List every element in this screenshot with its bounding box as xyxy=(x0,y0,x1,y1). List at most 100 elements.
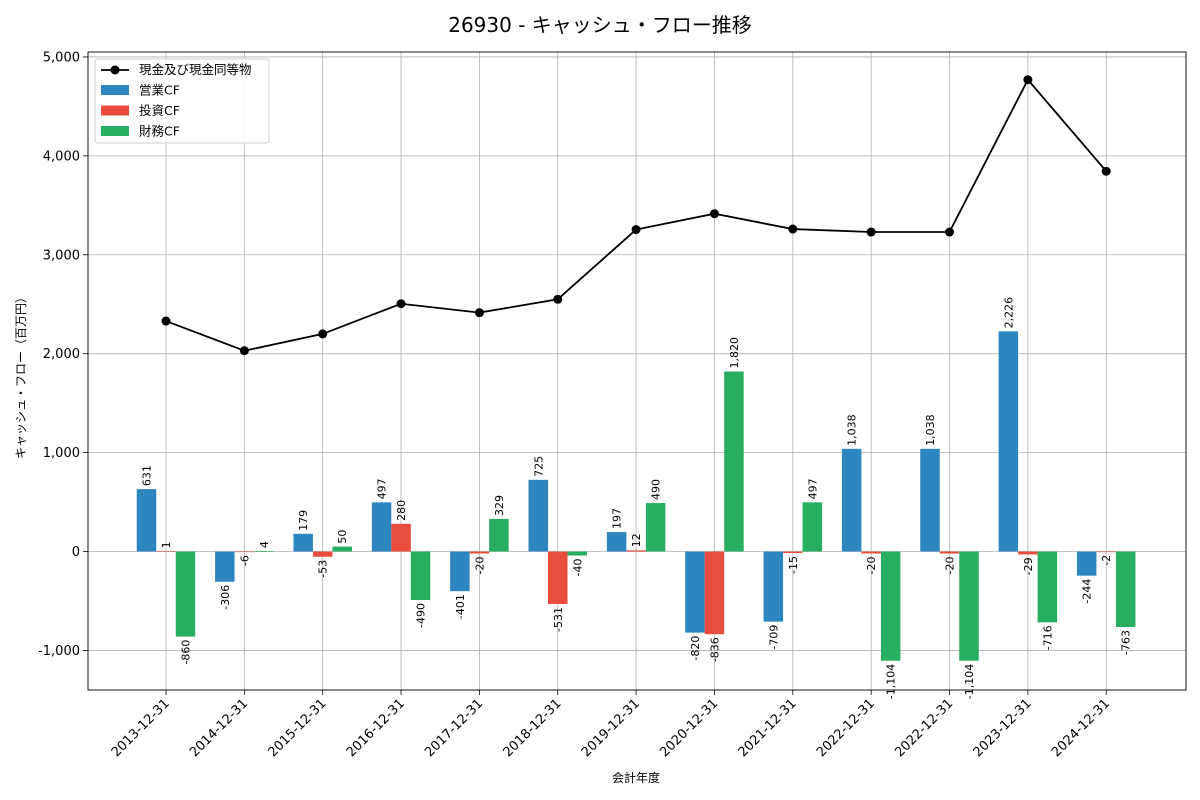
y-tick-label: 5,000 xyxy=(43,50,80,65)
legend-swatch xyxy=(101,126,129,136)
bar-value-label: 179 xyxy=(297,510,310,531)
bar-財務CF xyxy=(959,551,979,661)
bar-value-label: -820 xyxy=(689,636,702,661)
bar-value-label: -20 xyxy=(944,556,957,574)
x-tick-label: 2022-12-31 xyxy=(892,696,956,760)
x-tick-label: 2014-12-31 xyxy=(187,696,251,760)
y-tick-label: 0 xyxy=(72,545,80,560)
legend-label: 営業CF xyxy=(139,83,180,98)
cash-point xyxy=(631,225,641,235)
bar-value-label: -15 xyxy=(787,556,800,574)
bar-value-label: 2,226 xyxy=(1002,297,1015,329)
bar-value-label: -401 xyxy=(454,594,467,619)
chart-title: 26930 - キャッシュ・フロー推移 xyxy=(448,13,752,37)
y-tick-label: -1,000 xyxy=(38,644,80,659)
bar-営業CF xyxy=(841,448,862,552)
bar-営業CF xyxy=(920,448,940,552)
bar-value-label: 12 xyxy=(630,533,643,547)
cash-point xyxy=(396,299,406,309)
cash-point xyxy=(1023,75,1033,85)
cash-point xyxy=(709,209,719,219)
bar-投資CF xyxy=(1096,551,1116,553)
bar-value-label: -836 xyxy=(708,637,721,662)
bar-value-label: -53 xyxy=(317,560,330,578)
cash-point xyxy=(866,227,876,237)
bar-value-label: 490 xyxy=(650,479,663,500)
x-tick-label: 2018-12-31 xyxy=(501,696,565,760)
x-tick-label: 2017-12-31 xyxy=(422,696,486,760)
bar-財務CF xyxy=(489,518,509,552)
cash-point xyxy=(1101,166,1111,176)
y-axis-label: キャッシュ・フロー（百万円） xyxy=(14,291,28,459)
bar-投資CF xyxy=(939,551,960,554)
bar-財務CF xyxy=(410,551,431,600)
cash-line xyxy=(161,75,1111,356)
bar-財務CF xyxy=(880,551,901,661)
bar-value-label: 1 xyxy=(160,541,173,548)
bar-営業CF xyxy=(215,551,235,582)
bar-財務CF xyxy=(802,502,823,552)
bar-value-label: -40 xyxy=(571,558,584,576)
bar-value-label: 4 xyxy=(258,541,271,548)
bar-value-label: 725 xyxy=(532,456,545,477)
bar-財務CF xyxy=(567,551,587,556)
bar-value-label: 280 xyxy=(395,500,408,521)
legend-swatch xyxy=(101,85,129,95)
bar-value-label: 1,038 xyxy=(846,414,859,446)
grid xyxy=(88,52,1186,690)
x-tick-label: 2021-12-31 xyxy=(736,696,800,760)
cash-point xyxy=(474,308,484,318)
y-tick-label: 4,000 xyxy=(43,149,80,164)
bar-value-label: 631 xyxy=(141,465,154,486)
bar-value-label: -1,104 xyxy=(963,664,976,699)
bar-value-label: -20 xyxy=(865,556,878,574)
bar-value-label: 497 xyxy=(806,478,819,499)
bar-value-label: -531 xyxy=(552,607,565,632)
bar-投資CF xyxy=(861,551,881,554)
plot-frame xyxy=(87,51,1187,691)
bar-value-label: 497 xyxy=(376,478,389,499)
x-tick-label: 2020-12-31 xyxy=(657,696,721,760)
bars xyxy=(136,331,1136,661)
bar-投資CF xyxy=(1018,551,1038,555)
bar-投資CF xyxy=(548,551,568,605)
bar-投資CF xyxy=(312,551,333,557)
bar-財務CF xyxy=(175,551,196,637)
legend-label: 財務CF xyxy=(139,124,180,139)
legend-swatch xyxy=(101,105,129,116)
bar-value-label: -716 xyxy=(1041,625,1054,650)
bar-財務CF xyxy=(1115,551,1136,627)
bar-value-label: -306 xyxy=(219,585,232,610)
cash-point xyxy=(239,346,249,356)
bar-営業CF xyxy=(606,532,627,552)
legend-box xyxy=(94,58,270,144)
x-tick-label: 2016-12-31 xyxy=(344,696,408,760)
bar-財務CF xyxy=(254,551,274,552)
bar-value-label: 1,038 xyxy=(924,414,937,446)
bar-value-label: -20 xyxy=(473,556,486,574)
x-axis-label: 会計年度 xyxy=(612,770,660,785)
bar-value-label: -244 xyxy=(1081,579,1094,604)
bar-財務CF xyxy=(645,503,666,552)
bar-value-label: -1,104 xyxy=(885,664,898,699)
legend-label: 投資CF xyxy=(139,103,180,118)
bar-value-label: -2 xyxy=(1100,555,1113,566)
bar-投資CF xyxy=(469,551,490,554)
bar-財務CF xyxy=(724,371,744,552)
x-tick-label: 2023-12-31 xyxy=(971,696,1035,760)
bar-投資CF xyxy=(783,551,803,554)
bar-value-label: 50 xyxy=(336,530,349,544)
bar-営業CF xyxy=(685,551,705,633)
bar-value-label: -490 xyxy=(415,603,428,628)
bar-財務CF xyxy=(332,546,352,552)
y-tick-label: 2,000 xyxy=(43,347,80,362)
bar-value-label: -860 xyxy=(180,640,193,665)
bar-投資CF xyxy=(704,551,725,635)
bar-投資CF xyxy=(234,551,255,553)
x-tick-label: 2024-12-31 xyxy=(1049,696,1113,760)
bar-営業CF xyxy=(450,551,470,592)
x-tick-label: 2022-12-31 xyxy=(814,696,878,760)
bar-value-label: 329 xyxy=(493,495,506,516)
